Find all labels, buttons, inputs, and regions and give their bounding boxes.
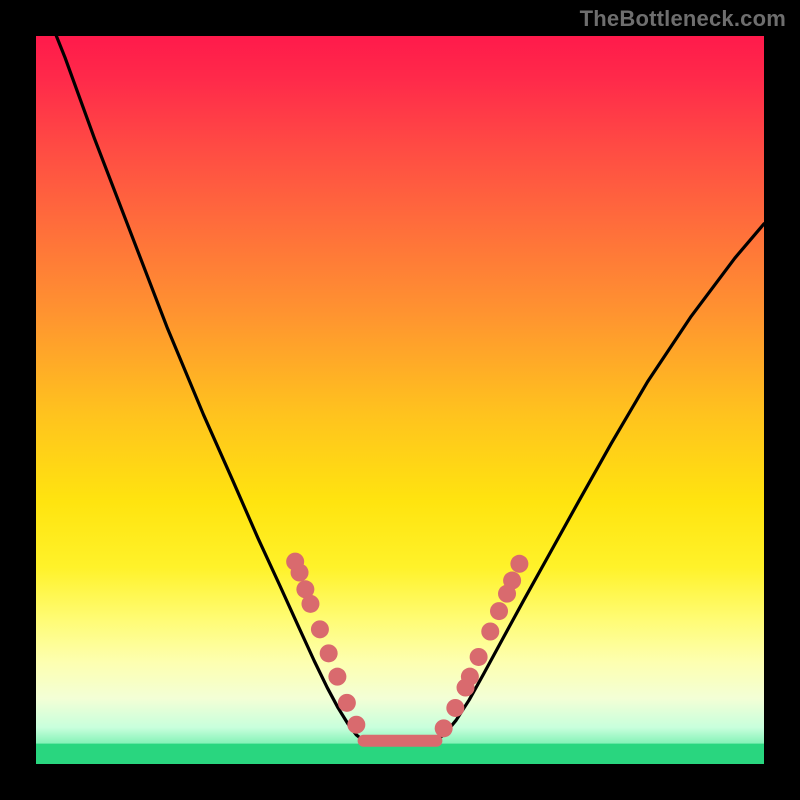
data-dot [470,648,488,666]
data-dot [503,572,521,590]
data-dot [301,595,319,613]
data-dot [510,555,528,573]
attribution-text: TheBottleneck.com [580,6,786,32]
data-dot [347,716,365,734]
data-dot [320,644,338,662]
plot-svg [36,36,764,764]
data-dot [291,564,309,582]
data-dot [328,668,346,686]
data-dot [435,719,453,737]
data-dot [490,602,508,620]
chart-outer: TheBottleneck.com [0,0,800,800]
data-dot [446,699,464,717]
data-dot [338,694,356,712]
data-dot [461,668,479,686]
plot-area [36,36,764,764]
data-dot [311,620,329,638]
data-dot [481,623,499,641]
plot-background [36,36,764,764]
